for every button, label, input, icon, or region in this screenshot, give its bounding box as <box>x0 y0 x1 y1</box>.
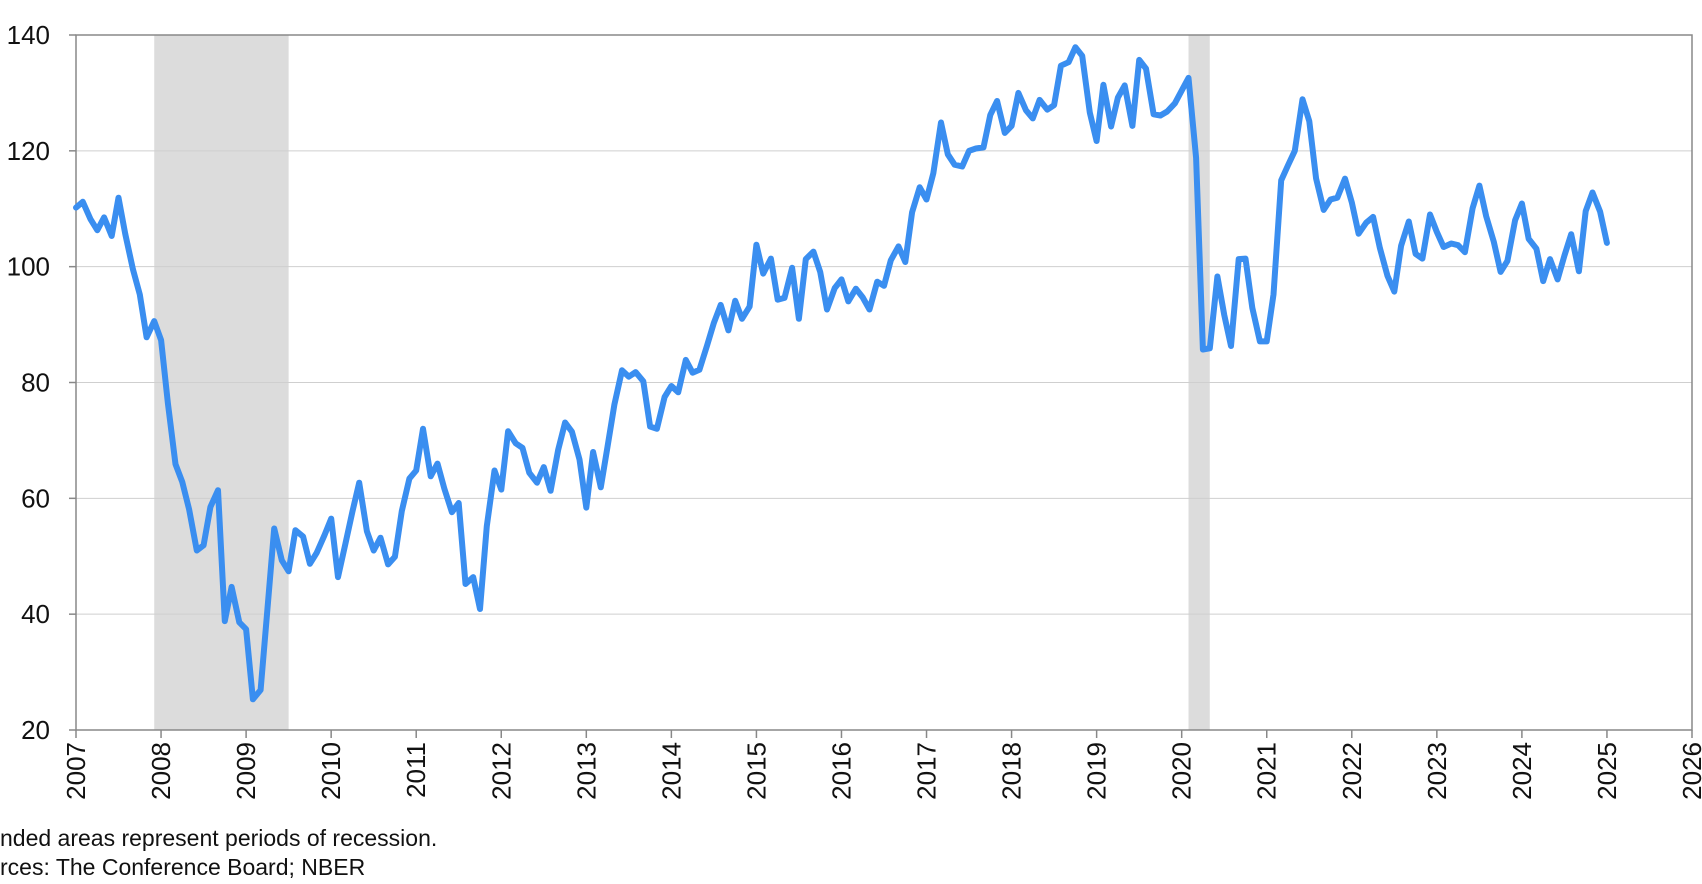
x-tick-label: 2010 <box>316 742 346 800</box>
plot-frame <box>75 34 1693 731</box>
x-tick-label: 2014 <box>656 742 686 800</box>
y-tick-label: 40 <box>21 599 50 629</box>
y-tick-label: 120 <box>7 136 50 166</box>
x-tick-label: 2013 <box>571 742 601 800</box>
x-tick-label: 2024 <box>1507 742 1537 800</box>
y-tick-label: 140 <box>7 20 50 50</box>
y-tick-label: 20 <box>21 715 50 745</box>
x-tick-label: 2012 <box>486 742 516 800</box>
x-tick-label: 2022 <box>1337 742 1367 800</box>
x-tick-label: 2011 <box>401 742 431 798</box>
x-tick-label: 2025 <box>1592 742 1622 800</box>
x-tick-label: 2016 <box>826 742 856 800</box>
y-tick-label: 100 <box>7 252 50 282</box>
data-line <box>73 44 1610 703</box>
x-tick-label: 2021 <box>1252 742 1282 800</box>
x-tick-label: 2020 <box>1167 742 1197 800</box>
y-tick-label: 80 <box>21 368 50 398</box>
x-tick-label: 2018 <box>997 742 1027 800</box>
x-tick-label: 2023 <box>1422 742 1452 800</box>
x-tick-label: 2026 <box>1677 742 1702 800</box>
x-tick-label: 2019 <box>1082 742 1112 800</box>
footnote: nded areas represent periods of recessio… <box>0 825 437 851</box>
x-tick-label: 2015 <box>741 742 771 800</box>
x-tick-label: 2007 <box>61 742 91 800</box>
x-tick-label: 2017 <box>912 742 942 800</box>
x-tick-label: 2008 <box>146 742 176 800</box>
x-tick-label: 2009 <box>231 742 261 800</box>
footnote: rces: The Conference Board; NBER <box>0 854 365 880</box>
y-tick-label: 60 <box>21 483 50 513</box>
